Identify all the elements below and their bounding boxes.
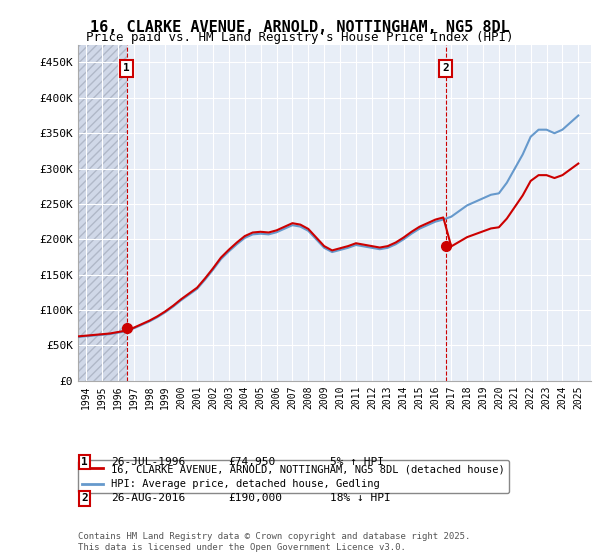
Text: £190,000: £190,000 xyxy=(228,493,282,503)
Text: 26-JUL-1996: 26-JUL-1996 xyxy=(111,457,185,467)
Text: 26-AUG-2016: 26-AUG-2016 xyxy=(111,493,185,503)
Legend: 16, CLARKE AVENUE, ARNOLD, NOTTINGHAM, NG5 8DL (detached house), HPI: Average pr: 16, CLARKE AVENUE, ARNOLD, NOTTINGHAM, N… xyxy=(78,460,509,493)
Text: 2: 2 xyxy=(81,493,88,503)
Text: 1: 1 xyxy=(81,457,88,467)
Text: Price paid vs. HM Land Registry's House Price Index (HPI): Price paid vs. HM Land Registry's House … xyxy=(86,31,514,44)
Text: £74,950: £74,950 xyxy=(228,457,275,467)
Text: 16, CLARKE AVENUE, ARNOLD, NOTTINGHAM, NG5 8DL: 16, CLARKE AVENUE, ARNOLD, NOTTINGHAM, N… xyxy=(90,20,510,35)
Text: 18% ↓ HPI: 18% ↓ HPI xyxy=(330,493,391,503)
Text: 5% ↑ HPI: 5% ↑ HPI xyxy=(330,457,384,467)
Text: 1: 1 xyxy=(124,63,130,73)
Text: Contains HM Land Registry data © Crown copyright and database right 2025.
This d: Contains HM Land Registry data © Crown c… xyxy=(78,532,470,552)
Bar xyxy=(78,45,127,381)
Text: 2: 2 xyxy=(442,63,449,73)
